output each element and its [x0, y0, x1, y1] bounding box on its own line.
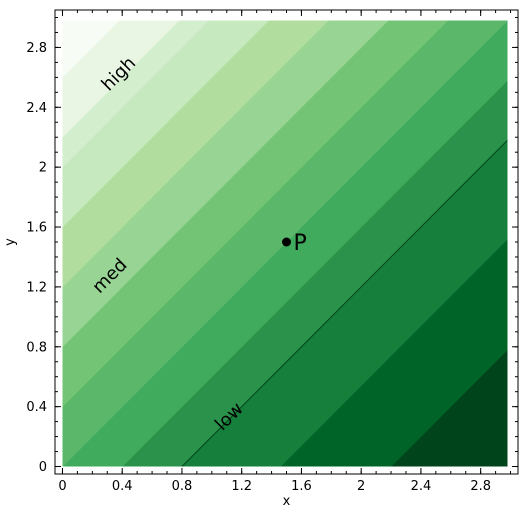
marked-points: P [282, 231, 307, 256]
point-marker [282, 237, 291, 247]
y-tick-label: 2.8 [26, 41, 47, 56]
y-tick-label: 0.4 [26, 400, 47, 415]
y-tick-label: 0.8 [26, 340, 47, 355]
y-axis-label: y [3, 238, 18, 246]
contour-lines [181, 139, 508, 467]
x-axis-ticks: 0 0.4 0.8 1.2 1.6 2 2.4 2.8 [58, 10, 512, 494]
point-label: P [294, 231, 307, 256]
x-tick-label: 0.4 [112, 479, 133, 494]
y-tick-label: 1.6 [26, 221, 47, 236]
y-tick-label: 2 [39, 161, 47, 176]
x-tick-label: 2.8 [470, 479, 491, 494]
x-tick-label: 1.6 [291, 479, 312, 494]
x-tick-label: 2 [357, 479, 365, 494]
x-axis-label: x [283, 494, 291, 509]
y-tick-label: 2.4 [26, 101, 47, 116]
x-tick-label: 1.2 [231, 479, 252, 494]
y-axis-ticks: 0 0.4 0.8 1.2 1.6 2 2.4 2.8 [26, 16, 518, 475]
x-tick-label: 0.8 [172, 479, 193, 494]
x-tick-label: 2.4 [411, 479, 432, 494]
y-tick-label: 0 [39, 460, 47, 475]
y-tick-label: 1.2 [26, 280, 47, 295]
contour-line [181, 139, 508, 467]
x-tick-label: 0 [58, 479, 66, 494]
contour-band [62, 20, 120, 78]
